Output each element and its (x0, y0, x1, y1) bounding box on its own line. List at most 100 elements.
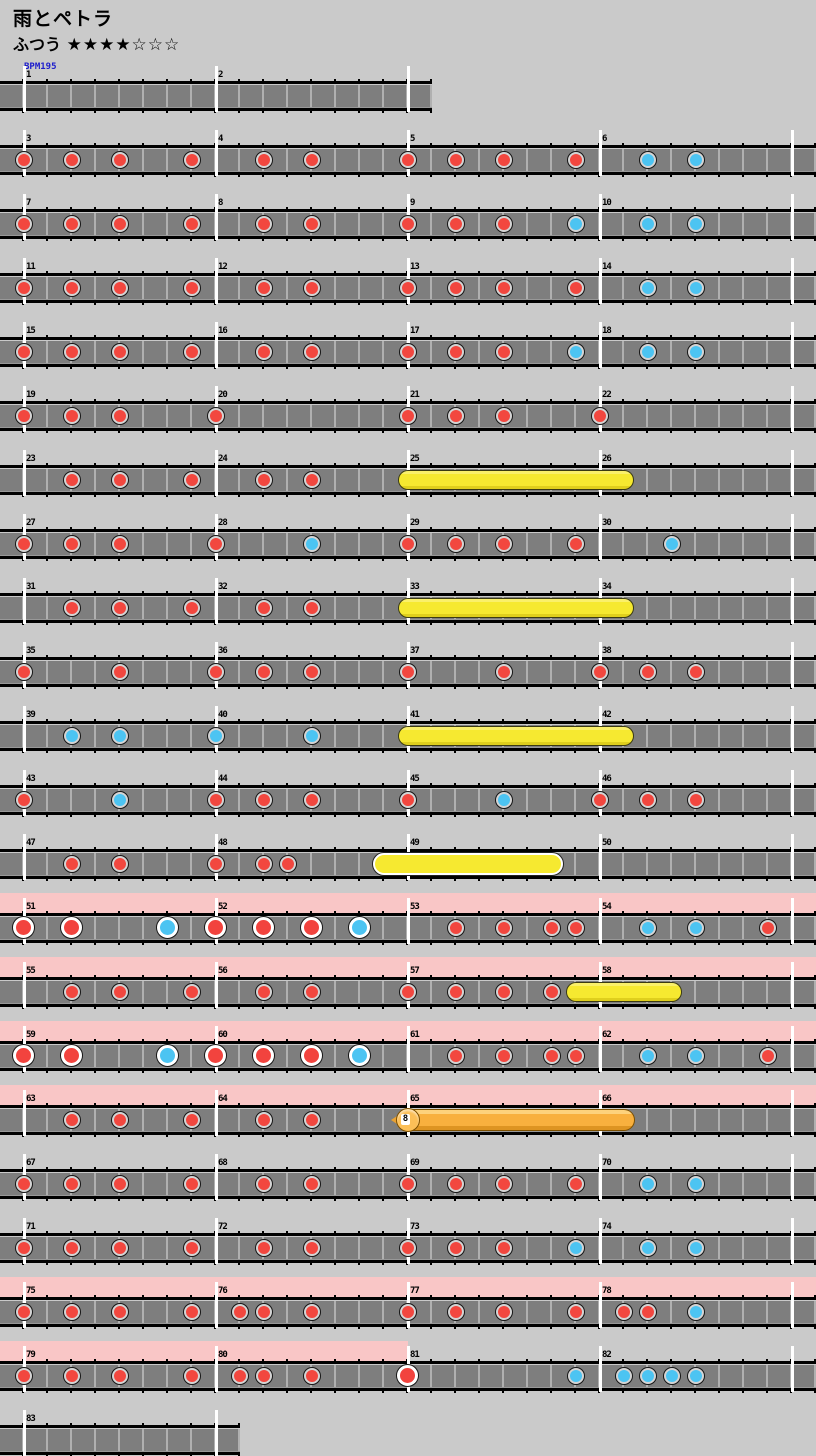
measure-line (791, 962, 794, 1008)
don-note (568, 280, 584, 296)
don-note (184, 344, 200, 360)
don-note (256, 1240, 272, 1256)
don-note (448, 280, 464, 296)
measure-number: 58 (602, 966, 612, 976)
don-note (304, 984, 320, 1000)
don-note (256, 664, 272, 680)
measure-line (791, 194, 794, 240)
don-note (496, 984, 512, 1000)
don-note (448, 536, 464, 552)
measure-number: 29 (410, 518, 420, 528)
ka-note (568, 1240, 584, 1256)
don-note (16, 280, 32, 296)
don-note (256, 472, 272, 488)
measure-number: 63 (26, 1094, 36, 1104)
ka-note (688, 152, 704, 168)
don-note (112, 1304, 128, 1320)
don-note (640, 1304, 656, 1320)
big-ka-note (157, 917, 178, 938)
measure-number: 82 (602, 1350, 612, 1360)
don-note (112, 344, 128, 360)
ka-note (616, 1368, 632, 1384)
don-note (64, 472, 80, 488)
ka-note (688, 216, 704, 232)
ka-note (688, 1368, 704, 1384)
don-note (16, 792, 32, 808)
don-note (184, 216, 200, 232)
big-don-note (205, 917, 226, 938)
don-note (112, 216, 128, 232)
don-note (208, 536, 224, 552)
measure-line (791, 1154, 794, 1200)
don-note (16, 664, 32, 680)
don-note (448, 1048, 464, 1064)
don-note (448, 920, 464, 936)
don-note (304, 1368, 320, 1384)
measure-number: 13 (410, 262, 420, 272)
don-note (112, 1176, 128, 1192)
beat-ticks (0, 1263, 816, 1265)
measure-number: 62 (602, 1030, 612, 1040)
don-note (184, 1240, 200, 1256)
don-note (496, 408, 512, 424)
beat-ticks (0, 943, 816, 945)
don-note (496, 152, 512, 168)
don-note (400, 344, 416, 360)
measure-line (215, 1282, 218, 1328)
measure-number: 71 (26, 1222, 36, 1232)
measure-number: 24 (218, 454, 228, 464)
measure-number: 70 (602, 1158, 612, 1168)
big-don-note (13, 1045, 34, 1066)
measure-number: 20 (218, 390, 228, 400)
measure-line (791, 130, 794, 176)
don-note (64, 1304, 80, 1320)
don-note (256, 1176, 272, 1192)
don-note (256, 280, 272, 296)
don-note (184, 1368, 200, 1384)
measure-line (23, 834, 26, 880)
don-note (64, 600, 80, 616)
don-note (400, 1176, 416, 1192)
ka-note (640, 152, 656, 168)
measure-number: 11 (26, 262, 36, 272)
drumroll-bar (399, 599, 633, 617)
measure-number: 39 (26, 710, 36, 720)
measure-track (0, 1425, 240, 1455)
beat-ticks (0, 1391, 816, 1393)
beat-ticks (0, 623, 816, 625)
beat-ticks (0, 559, 816, 561)
measure-number: 53 (410, 902, 420, 912)
measure-number: 28 (218, 518, 228, 528)
beat-ticks (0, 1007, 816, 1009)
don-note (496, 536, 512, 552)
ka-note (688, 1048, 704, 1064)
don-note (184, 1176, 200, 1192)
don-note (64, 1240, 80, 1256)
measure-number: 76 (218, 1286, 228, 1296)
don-note (448, 408, 464, 424)
don-note (16, 152, 32, 168)
measure-number: 6 (602, 134, 608, 144)
don-note (64, 344, 80, 360)
ka-note (112, 728, 128, 744)
measure-line (791, 1026, 794, 1072)
measure-number: 46 (602, 774, 612, 784)
don-note (592, 408, 608, 424)
don-note (184, 600, 200, 616)
don-note (568, 1048, 584, 1064)
beat-ticks (0, 1199, 816, 1201)
measure-line (599, 898, 602, 944)
measure-number: 3 (26, 134, 32, 144)
don-note (400, 664, 416, 680)
beat-ticks (0, 815, 816, 817)
don-note (256, 792, 272, 808)
don-note (304, 1304, 320, 1320)
measure-line (215, 322, 218, 368)
measure-line (599, 258, 602, 304)
big-don-note (253, 917, 274, 938)
measure-number: 4 (218, 134, 224, 144)
don-note (616, 1304, 632, 1320)
measure-line (791, 898, 794, 944)
measure-number: 79 (26, 1350, 36, 1360)
